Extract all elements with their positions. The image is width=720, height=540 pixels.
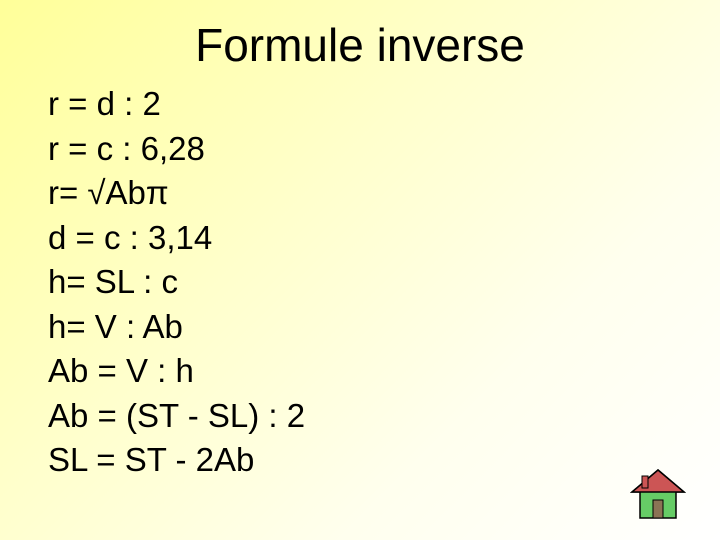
formula-line: r= √Abπ <box>48 171 720 216</box>
page-title: Formule inverse <box>0 0 720 82</box>
formula-line: Ab = V : h <box>48 349 720 394</box>
formula-line: r = c : 6,28 <box>48 127 720 172</box>
formula-line: Ab = (ST - SL) : 2 <box>48 394 720 439</box>
home-icon[interactable] <box>626 466 690 522</box>
formula-list: r = d : 2 r = c : 6,28 r= √Abπ d = c : 3… <box>0 82 720 483</box>
formula-line: r = d : 2 <box>48 82 720 127</box>
formula-line: h= V : Ab <box>48 305 720 350</box>
formula-line: h= SL : c <box>48 260 720 305</box>
formula-line: SL = ST - 2Ab <box>48 438 720 483</box>
formula-line: d = c : 3,14 <box>48 216 720 261</box>
